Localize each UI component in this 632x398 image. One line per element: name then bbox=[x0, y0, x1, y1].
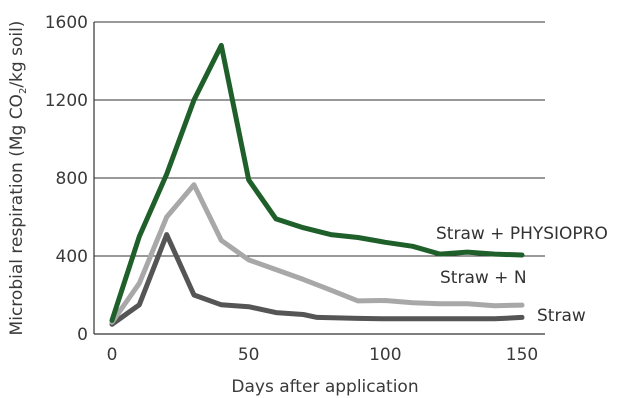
y-tick-label: 400 bbox=[56, 247, 88, 267]
y-axis-title-subscript: 2 bbox=[18, 88, 29, 94]
series-label-0: Straw + PHYSIOPRO bbox=[436, 224, 608, 244]
series-line-1 bbox=[109, 182, 525, 325]
y-axis-title: Microbial respiration (Mg CO2/kg soil) bbox=[7, 21, 29, 336]
y-tick-label: 1200 bbox=[45, 91, 88, 111]
series-label-2: Straw bbox=[537, 306, 586, 326]
series-lines bbox=[109, 42, 525, 327]
series-labels: Straw + PHYSIOPRO Straw + N Straw bbox=[436, 224, 608, 326]
x-tick-label: 0 bbox=[107, 345, 118, 365]
y-tick-label: 800 bbox=[56, 169, 88, 189]
series-line-2 bbox=[109, 232, 525, 327]
grid-lines bbox=[94, 21, 545, 335]
x-axis-title: Days after application bbox=[231, 377, 418, 397]
series-line-0 bbox=[109, 42, 525, 323]
x-tick-label: 150 bbox=[506, 345, 538, 365]
tick-labels: 0 400 800 1200 1600 0 50 100 150 bbox=[45, 13, 538, 365]
y-axis-title-main: Microbial respiration (Mg CO bbox=[7, 94, 27, 335]
x-tick-label: 50 bbox=[238, 345, 260, 365]
y-tick-label: 1600 bbox=[45, 13, 88, 33]
x-tick-label: 100 bbox=[369, 345, 401, 365]
y-tick-label: 0 bbox=[77, 325, 88, 345]
series-label-1: Straw + N bbox=[440, 268, 527, 288]
y-axis-title-tail: /kg soil) bbox=[7, 21, 27, 88]
